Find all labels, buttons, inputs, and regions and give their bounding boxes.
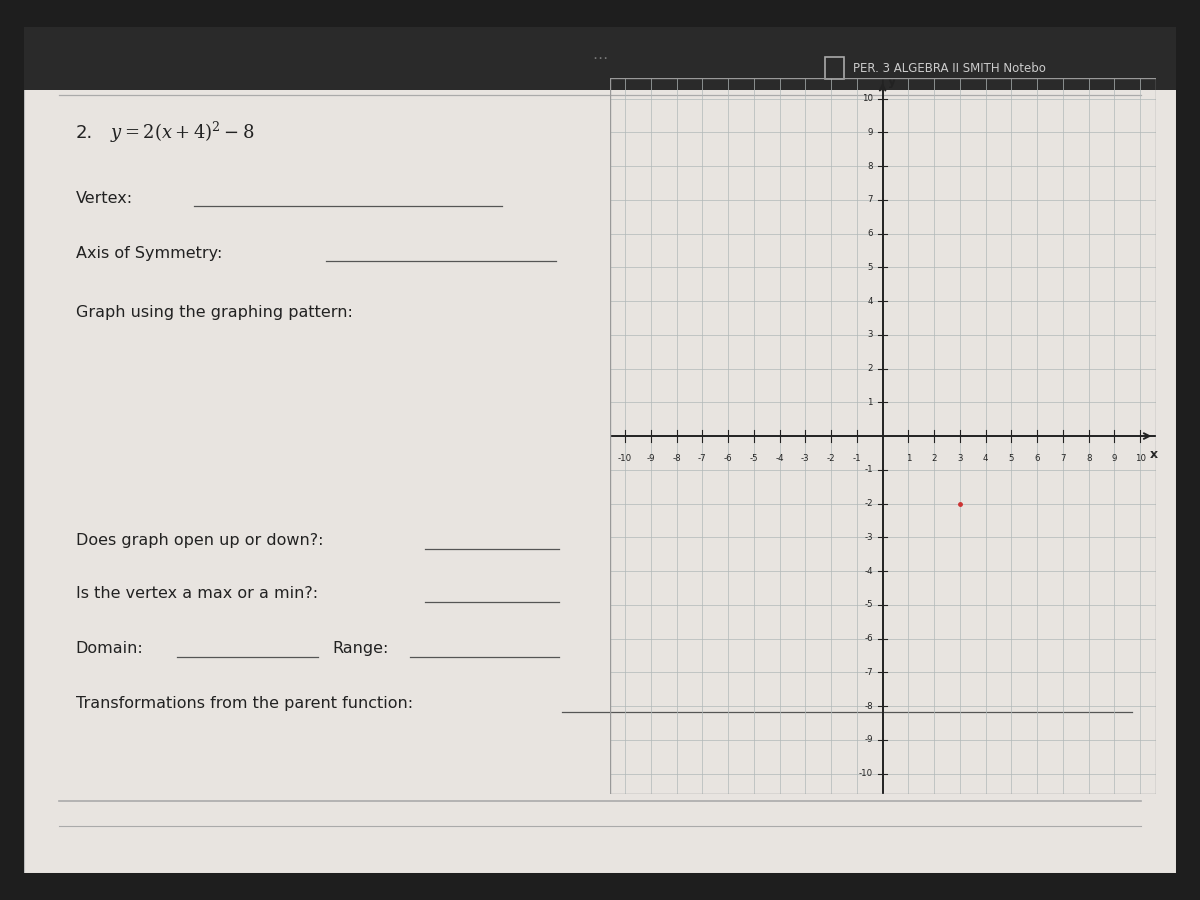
- Text: -2: -2: [864, 499, 872, 508]
- Text: $y=2(x+4)^{2}-8$: $y=2(x+4)^{2}-8$: [110, 120, 256, 145]
- Text: -4: -4: [775, 454, 784, 463]
- Text: -3: -3: [802, 454, 810, 463]
- Text: 5: 5: [868, 263, 872, 272]
- Text: Is the vertex a max or a min?:: Is the vertex a max or a min?:: [76, 586, 318, 601]
- Text: -4: -4: [864, 567, 872, 576]
- Text: Vertex:: Vertex:: [76, 191, 133, 206]
- Text: -8: -8: [864, 702, 872, 711]
- Text: PER. 3 ALGEBRA II SMITH Notebo: PER. 3 ALGEBRA II SMITH Notebo: [853, 61, 1046, 75]
- Text: 4: 4: [868, 296, 872, 305]
- Text: 7: 7: [1060, 454, 1066, 463]
- Text: -9: -9: [647, 454, 655, 463]
- Text: 4: 4: [983, 454, 989, 463]
- Text: 5: 5: [1009, 454, 1014, 463]
- Text: 2.: 2.: [76, 123, 94, 141]
- Text: -6: -6: [724, 454, 732, 463]
- Text: Domain:: Domain:: [76, 642, 144, 656]
- Text: -10: -10: [859, 769, 872, 778]
- Text: Does graph open up or down?:: Does graph open up or down?:: [76, 533, 323, 548]
- Text: Range:: Range:: [332, 642, 389, 656]
- Text: -1: -1: [864, 465, 872, 474]
- Text: 10: 10: [1135, 454, 1146, 463]
- Text: -2: -2: [827, 454, 835, 463]
- Text: -5: -5: [750, 454, 758, 463]
- Text: -10: -10: [618, 454, 632, 463]
- Text: 6: 6: [868, 229, 872, 238]
- Text: 2: 2: [868, 364, 872, 373]
- Text: 8: 8: [1086, 454, 1091, 463]
- Text: Graph using the graphing pattern:: Graph using the graphing pattern:: [76, 304, 353, 320]
- Text: -1: -1: [852, 454, 862, 463]
- Text: -3: -3: [864, 533, 872, 542]
- Text: x: x: [1151, 448, 1158, 461]
- Text: 9: 9: [1111, 454, 1117, 463]
- Text: 10: 10: [862, 94, 872, 103]
- Text: -6: -6: [864, 634, 872, 643]
- Text: 3: 3: [868, 330, 872, 339]
- Text: -5: -5: [864, 600, 872, 609]
- FancyBboxPatch shape: [24, 27, 1176, 873]
- Text: Transformations from the parent function:: Transformations from the parent function…: [76, 697, 413, 711]
- Text: 1: 1: [868, 398, 872, 407]
- Text: -8: -8: [672, 454, 680, 463]
- Text: -7: -7: [864, 668, 872, 677]
- Text: -9: -9: [864, 735, 872, 744]
- Text: 9: 9: [868, 128, 872, 137]
- Text: y: y: [888, 75, 895, 87]
- FancyBboxPatch shape: [24, 27, 1176, 90]
- Text: 1: 1: [906, 454, 911, 463]
- Text: 8: 8: [868, 162, 872, 171]
- Text: Axis of Symmetry:: Axis of Symmetry:: [76, 247, 222, 261]
- Text: 3: 3: [958, 454, 962, 463]
- Text: -7: -7: [698, 454, 707, 463]
- Text: 6: 6: [1034, 454, 1040, 463]
- Text: 7: 7: [868, 195, 872, 204]
- Text: ⋯: ⋯: [593, 50, 607, 66]
- Text: 2: 2: [931, 454, 937, 463]
